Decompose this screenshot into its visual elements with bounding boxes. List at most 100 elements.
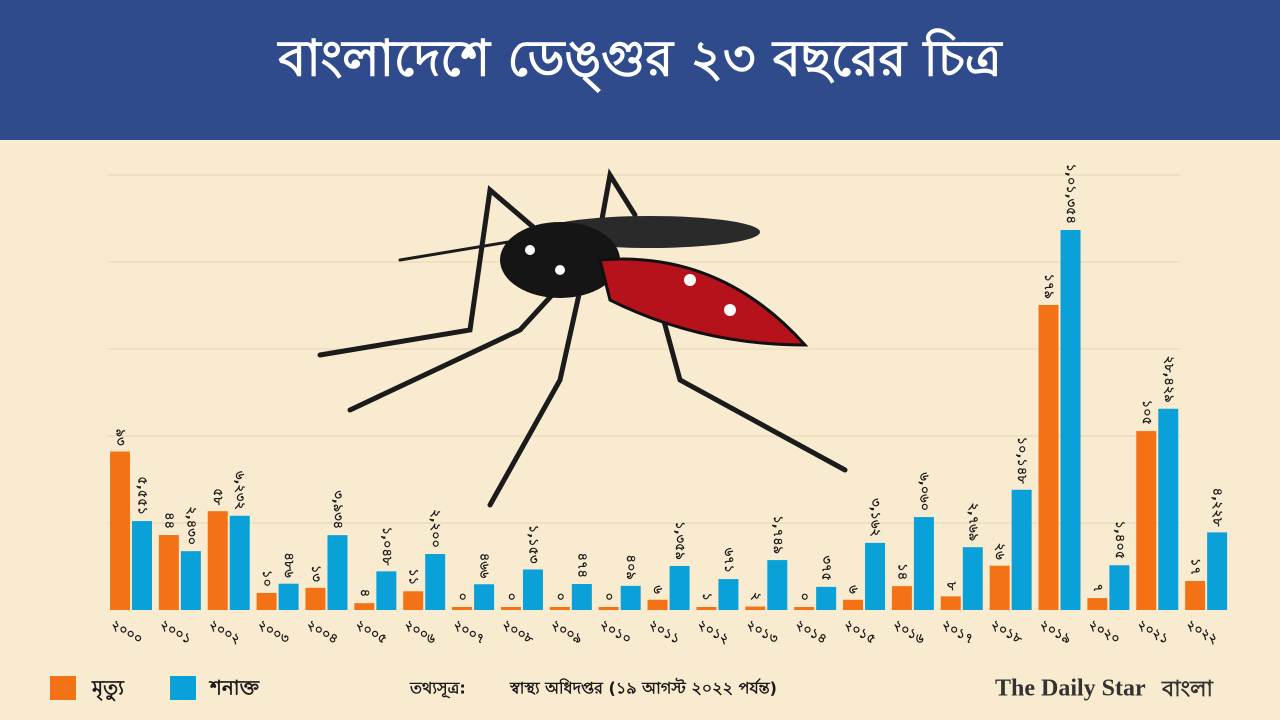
x-tick-label: ২০২১ <box>1135 618 1172 648</box>
bar <box>474 584 495 610</box>
source: স্বাস্থ্য অধিদপ্তর (১৯ আগস্ট ২০২২ পর্যন্… <box>509 678 777 698</box>
bar <box>522 569 543 610</box>
value-label: ০ <box>797 593 812 601</box>
x-tick-label: ২০২০ <box>1086 618 1123 648</box>
x-tick-label: ২০০৬ <box>401 618 438 648</box>
value-label: ৪৪ <box>161 512 176 529</box>
value-label: ১,৩৫৯ <box>672 521 687 560</box>
value-label: ১,০৪৮ <box>379 527 394 566</box>
legend-label: মৃত্যু <box>91 676 125 702</box>
value-label: ৭ <box>1090 584 1105 592</box>
x-tick-label: ২০১৮ <box>988 618 1025 648</box>
header <box>0 0 1280 140</box>
bar <box>891 586 912 610</box>
bar <box>598 607 619 610</box>
bar <box>865 542 886 610</box>
logo-suffix: বাংলা <box>1161 677 1214 702</box>
x-tick-label: ২০০৩ <box>255 618 292 648</box>
x-tick-label: ২০১৫ <box>841 618 878 648</box>
x-tick-label: ২০১৯ <box>1037 618 1074 648</box>
mosquito <box>317 168 848 508</box>
source-label: তথ্যসূত্র: <box>409 679 466 700</box>
x-tick-label: ২০০০ <box>108 618 145 648</box>
value-label: ০ <box>601 593 616 601</box>
value-label: ২,২০০ <box>428 509 443 548</box>
bar <box>843 599 864 610</box>
spot <box>724 304 736 316</box>
chart-title: বাংলাদেশে ডেঙ্গুর ২৩ বছরের চিত্র <box>276 29 1003 94</box>
bar <box>647 599 668 610</box>
thorax <box>500 222 620 298</box>
bar <box>989 565 1010 610</box>
bar <box>278 583 299 610</box>
bar <box>1087 598 1108 610</box>
value-label: ০ <box>503 593 518 601</box>
bar <box>1158 408 1179 610</box>
legend-label: শনাক্ত <box>208 676 261 700</box>
bar <box>549 607 570 610</box>
value-label: ৫৮ <box>210 488 225 505</box>
leg <box>317 185 563 358</box>
value-label: ২৬ <box>992 543 1007 560</box>
value-label: ০ <box>455 593 470 601</box>
x-tick-label: ২০০২ <box>206 618 243 648</box>
value-label: ১,৪০৫ <box>1112 521 1127 560</box>
value-label: ৬,০৬০ <box>916 472 931 511</box>
value-label: ১০ <box>259 570 274 587</box>
value-label: ৯৩ <box>113 429 128 446</box>
value-label: ২,৭৬৯ <box>965 502 980 541</box>
value-label: ৪৮৬ <box>281 552 296 578</box>
value-label: ৩,১৬২ <box>868 498 883 537</box>
value-label: ৬ <box>846 585 861 594</box>
value-label: ৪,২২৮ <box>1210 488 1225 527</box>
x-tick-label: ২০১৩ <box>744 618 781 648</box>
value-label: ১০,১৪৮ <box>1014 437 1029 485</box>
x-tick-label: ২০২২ <box>1183 618 1220 648</box>
bar <box>207 511 228 610</box>
x-tick-label: ২০০১ <box>157 618 194 648</box>
bar <box>620 585 641 610</box>
bar <box>1060 230 1081 610</box>
value-label: ৩৭৫ <box>819 556 834 581</box>
value-label: ১৪ <box>894 563 909 580</box>
bar <box>256 592 277 610</box>
bar <box>327 535 348 610</box>
value-label: ২,৪৩০ <box>183 506 198 545</box>
bar <box>571 584 592 610</box>
value-label: ১,৭৪৯ <box>770 515 785 554</box>
bar <box>718 579 739 610</box>
bar <box>1185 581 1206 610</box>
bar <box>962 547 983 610</box>
value-label: ১০৫ <box>1139 400 1154 425</box>
logo: The Daily Star <box>995 676 1146 702</box>
bar <box>1011 489 1032 610</box>
value-label: ০ <box>552 593 567 601</box>
value-label: ১,০১,৩৫৪ <box>1063 163 1078 224</box>
x-tick-label: ২০০৭ <box>450 618 487 648</box>
x-tick-label: ২০১১ <box>646 618 683 648</box>
bar <box>229 515 250 610</box>
legend-swatch <box>170 676 196 700</box>
x-tick-label: ২০০৯ <box>548 618 585 648</box>
bar <box>452 607 473 610</box>
value-label: ৪ <box>357 589 372 597</box>
spot <box>555 265 565 275</box>
bar <box>940 596 961 610</box>
value-label: ৫,৫৫১ <box>135 476 150 515</box>
spot <box>525 245 535 255</box>
bar <box>1207 532 1228 610</box>
value-label: ৬৭১ <box>721 548 736 573</box>
bar <box>425 554 446 610</box>
bar <box>767 560 788 610</box>
abdomen <box>598 257 809 347</box>
bar <box>669 565 690 610</box>
bar <box>816 586 837 610</box>
value-label: ৪৬৬ <box>477 553 492 579</box>
value-label: ৩,৯৩৪ <box>330 490 345 529</box>
value-label: ১৩ <box>308 565 323 582</box>
value-label: ২৮,৪২৯ <box>1161 356 1176 403</box>
value-label: ১,১৫৩ <box>525 525 540 564</box>
bar <box>500 607 521 610</box>
bar <box>913 517 934 610</box>
